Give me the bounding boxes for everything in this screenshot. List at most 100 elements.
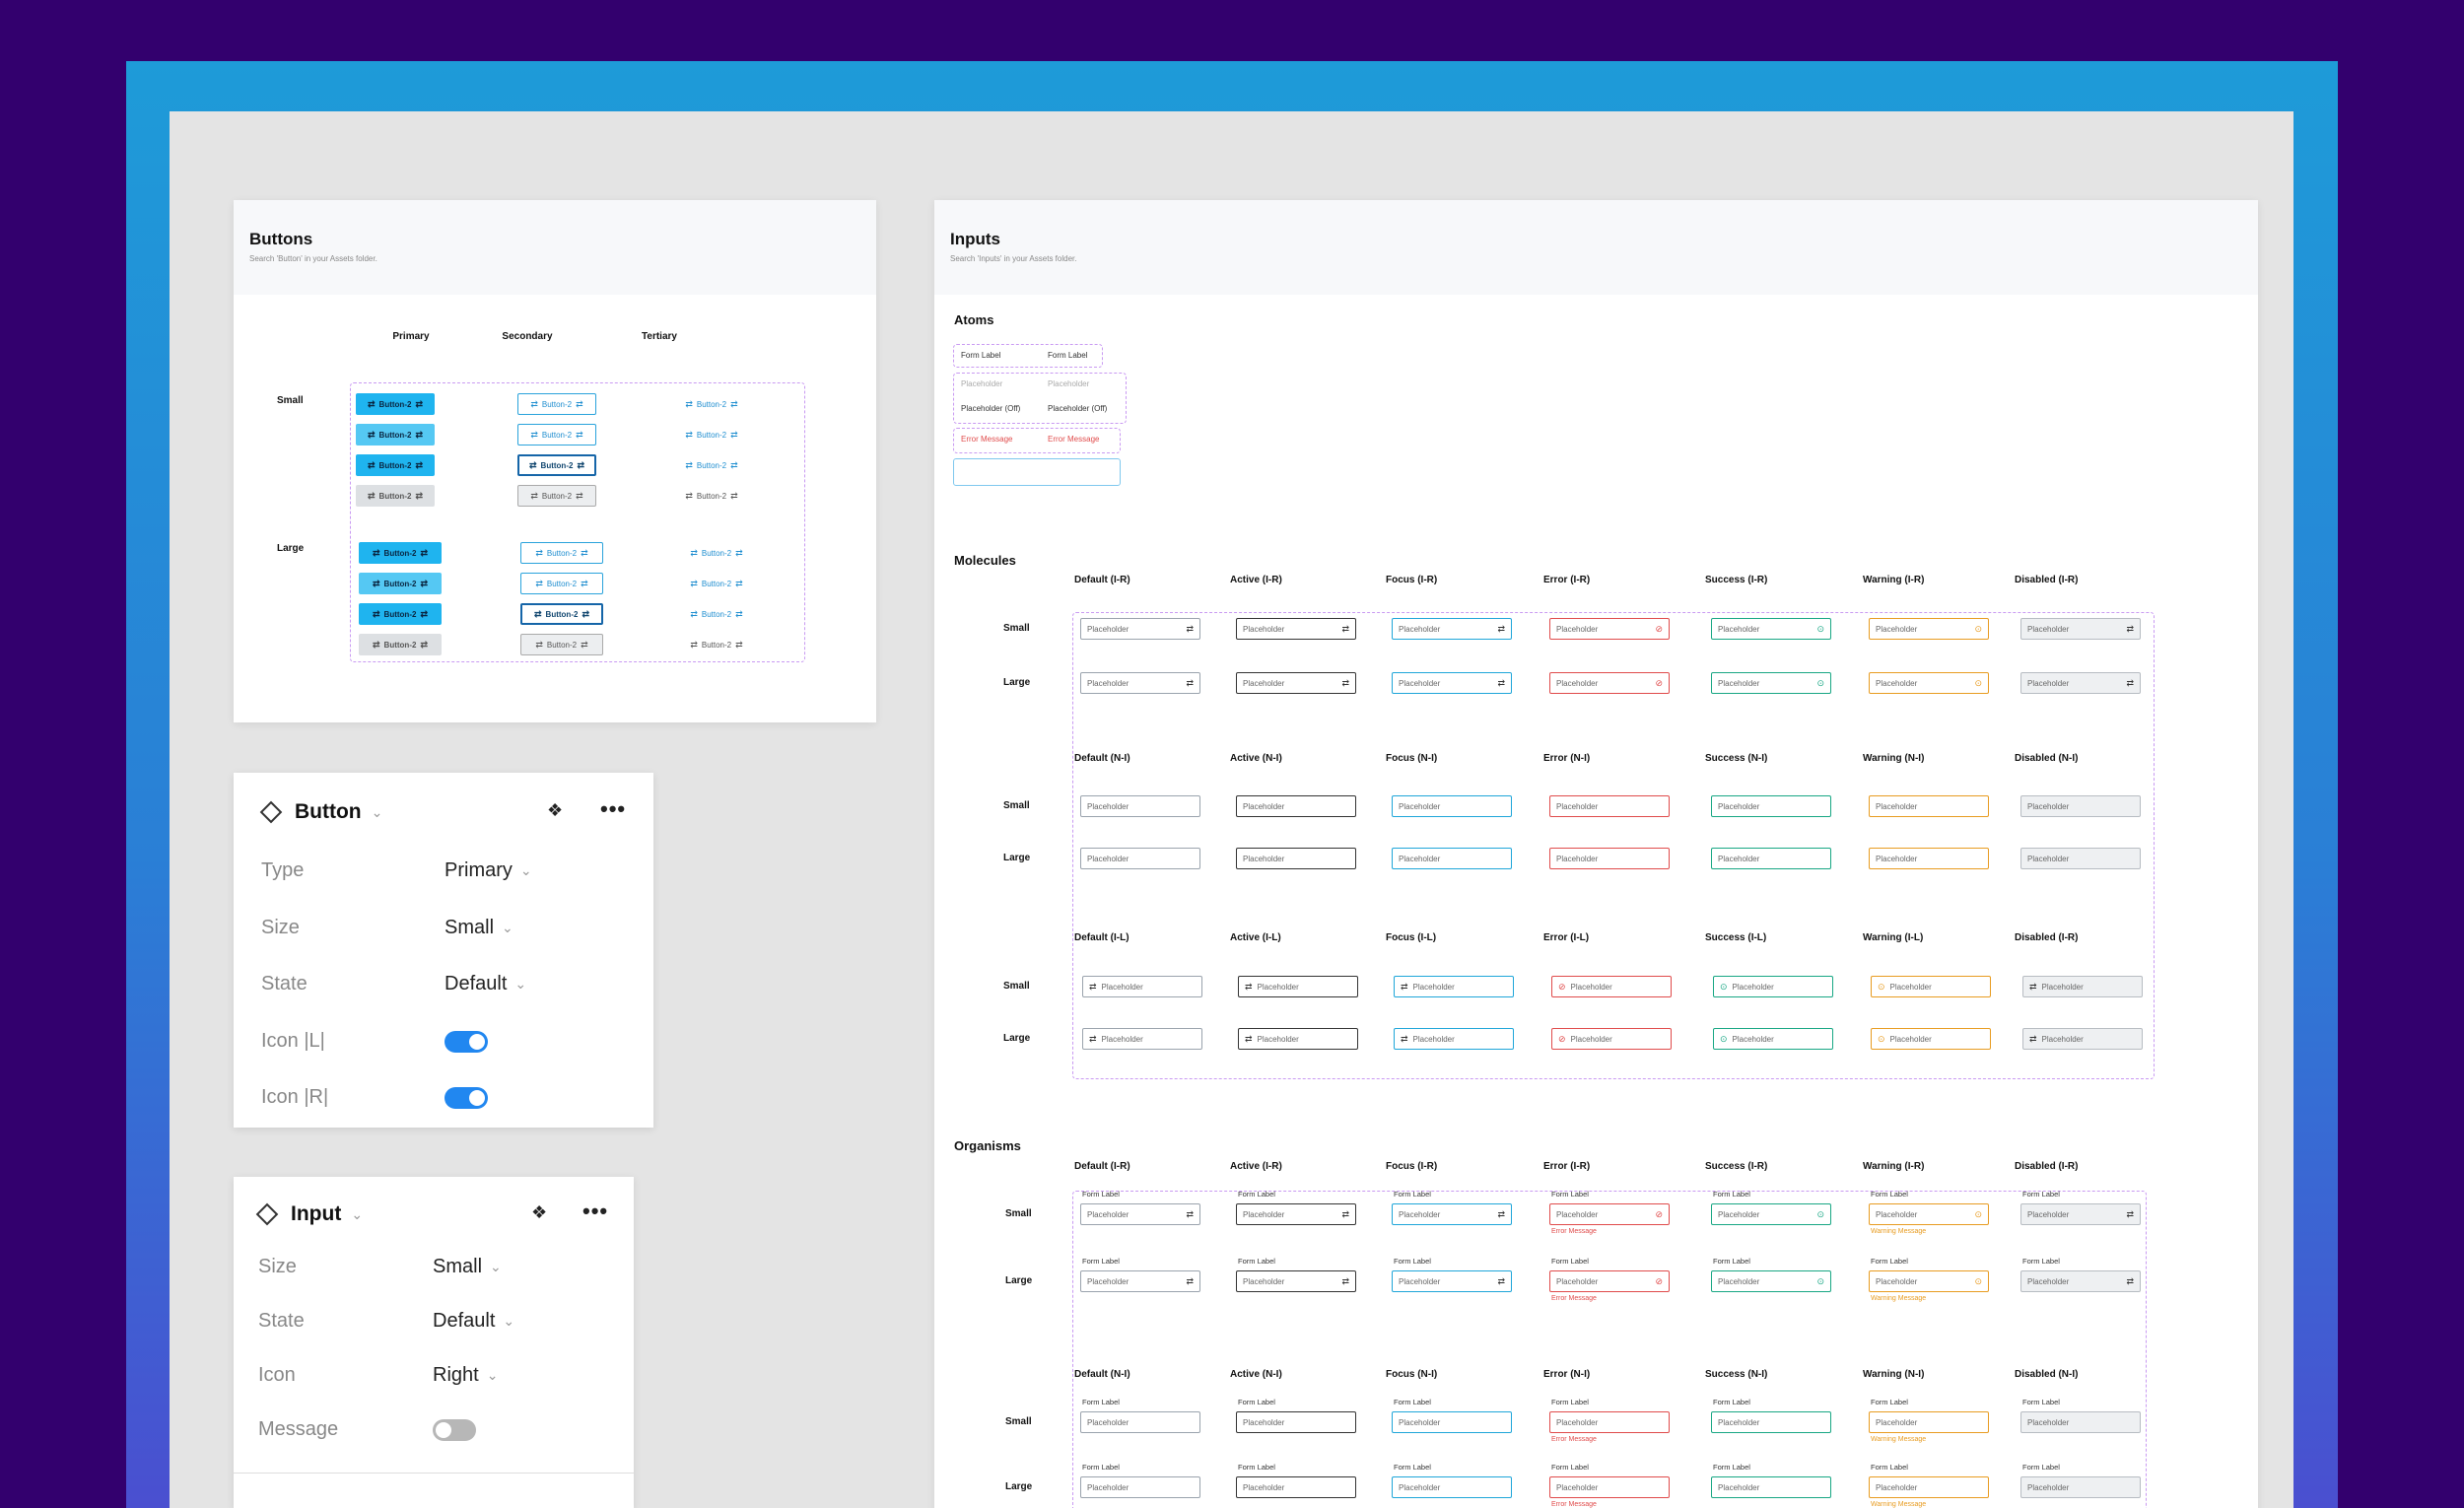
input-disabled[interactable]: ⇄ Placeholder [2022,976,2143,997]
prop-value-dropdown[interactable]: Primary ⌄ [445,859,532,882]
form-input-warning[interactable]: Placeholder ⊙ [1869,1203,1989,1225]
button-tertiary-large-3[interactable]: ⇄ Button-2 ⇄ [680,603,753,625]
button-tertiary-small-2[interactable]: ⇄ Button-2 ⇄ [677,424,746,446]
input-warning[interactable]: Placeholder [1869,848,1989,869]
form-input-success[interactable]: Placeholder ⊙ [1711,1203,1831,1225]
input-focus[interactable]: Placeholder [1392,795,1512,817]
input-default[interactable]: Placeholder ⇄ [1080,672,1200,694]
input-focus[interactable]: Placeholder ⇄ [1392,672,1512,694]
button-tertiary-small-3[interactable]: ⇄ Button-2 ⇄ [677,454,746,476]
button-primary-small-2[interactable]: ⇄ Button-2 ⇄ [356,424,435,446]
button-tertiary-large-4[interactable]: ⇄ Button-2 ⇄ [680,634,753,655]
prop-value-dropdown[interactable]: Small ⌄ [433,1256,502,1278]
prop-value-dropdown[interactable]: Default ⌄ [433,1310,514,1333]
form-input-error[interactable]: Placeholder [1549,1411,1670,1433]
input-focus[interactable]: Placeholder [1392,848,1512,869]
button-secondary-large-3[interactable]: ⇄ Button-2 ⇄ [520,603,603,625]
button-panel-header[interactable]: Button ⌄ [259,800,382,824]
prop-value-dropdown[interactable]: Right ⌄ [433,1364,498,1387]
form-input-default[interactable]: Placeholder ⇄ [1080,1203,1200,1225]
input-default[interactable]: Placeholder [1080,848,1200,869]
form-input-active[interactable]: Placeholder [1236,1411,1356,1433]
component-set-icon[interactable]: ❖ [547,800,564,820]
form-input-default[interactable]: Placeholder ⇄ [1080,1270,1200,1292]
more-options-icon[interactable]: ••• [600,796,627,821]
input-focus[interactable]: Placeholder ⇄ [1392,618,1512,640]
button-primary-small-3[interactable]: ⇄ Button-2 ⇄ [356,454,435,476]
button-secondary-small-1[interactable]: ⇄ Button-2 ⇄ [517,393,596,415]
input-active[interactable]: ⇄ Placeholder [1238,1028,1358,1050]
button-tertiary-small-1[interactable]: ⇄ Button-2 ⇄ [677,393,746,415]
input-active[interactable]: Placeholder [1236,795,1356,817]
form-input-error[interactable]: Placeholder [1549,1476,1670,1498]
form-input-active[interactable]: Placeholder ⇄ [1236,1270,1356,1292]
form-input-active[interactable]: Placeholder ⇄ [1236,1203,1356,1225]
form-input-focus[interactable]: Placeholder [1392,1411,1512,1433]
toggle-switch[interactable] [445,1087,488,1109]
button-tertiary-small-4[interactable]: ⇄ Button-2 ⇄ [677,485,746,507]
button-secondary-small-3[interactable]: ⇄ Button-2 ⇄ [517,454,596,476]
input-panel-header[interactable]: Input ⌄ [255,1202,363,1226]
button-primary-small-4[interactable]: ⇄ Button-2 ⇄ [356,485,435,507]
toggle-switch[interactable] [445,1030,488,1053]
form-input-error[interactable]: Placeholder ⊘ [1549,1203,1670,1225]
input-focus[interactable]: ⇄ Placeholder [1394,1028,1514,1050]
input-warning[interactable]: ⊙ Placeholder [1871,1028,1991,1050]
form-input-disabled[interactable]: Placeholder ⇄ [2020,1203,2141,1225]
form-input-focus[interactable]: Placeholder [1392,1476,1512,1498]
form-input-disabled[interactable]: Placeholder [2020,1476,2141,1498]
input-warning[interactable]: ⊙ Placeholder [1871,976,1991,997]
prop-value-dropdown[interactable]: Default ⌄ [445,973,526,995]
form-input-default[interactable]: Placeholder [1080,1476,1200,1498]
input-error[interactable]: Placeholder ⊘ [1549,672,1670,694]
input-error[interactable]: Placeholder ⊘ [1549,618,1670,640]
input-active[interactable]: Placeholder ⇄ [1236,672,1356,694]
form-input-active[interactable]: Placeholder [1236,1476,1356,1498]
input-warning[interactable]: Placeholder [1869,795,1989,817]
input-focus[interactable]: ⇄ Placeholder [1394,976,1514,997]
button-secondary-small-4[interactable]: ⇄ Button-2 ⇄ [517,485,596,507]
atom-input-box[interactable] [953,458,1121,486]
input-warning[interactable]: Placeholder ⊙ [1869,618,1989,640]
button-tertiary-large-2[interactable]: ⇄ Button-2 ⇄ [680,573,753,594]
form-input-default[interactable]: Placeholder [1080,1411,1200,1433]
component-set-icon[interactable]: ❖ [531,1202,548,1222]
form-input-success[interactable]: Placeholder [1711,1476,1831,1498]
form-input-warning[interactable]: Placeholder ⊙ [1869,1270,1989,1292]
button-primary-large-2[interactable]: ⇄ Button-2 ⇄ [359,573,442,594]
input-disabled[interactable]: Placeholder ⇄ [2020,618,2141,640]
more-options-icon[interactable]: ••• [582,1199,609,1223]
button-primary-small-1[interactable]: ⇄ Button-2 ⇄ [356,393,435,415]
input-disabled[interactable]: Placeholder [2020,848,2141,869]
input-default[interactable]: ⇄ Placeholder [1082,976,1202,997]
input-success[interactable]: Placeholder [1711,795,1831,817]
button-tertiary-large-1[interactable]: ⇄ Button-2 ⇄ [680,542,753,564]
button-secondary-large-2[interactable]: ⇄ Button-2 ⇄ [520,573,603,594]
form-input-disabled[interactable]: Placeholder ⇄ [2020,1270,2141,1292]
input-disabled[interactable]: ⇄ Placeholder [2022,1028,2143,1050]
form-input-success[interactable]: Placeholder ⊙ [1711,1270,1831,1292]
form-input-disabled[interactable]: Placeholder [2020,1411,2141,1433]
input-active[interactable]: ⇄ Placeholder [1238,976,1358,997]
form-input-success[interactable]: Placeholder [1711,1411,1831,1433]
input-success[interactable]: Placeholder ⊙ [1711,618,1831,640]
input-default[interactable]: ⇄ Placeholder [1082,1028,1202,1050]
button-secondary-large-4[interactable]: ⇄ Button-2 ⇄ [520,634,603,655]
input-error[interactable]: ⊘ Placeholder [1551,1028,1672,1050]
input-success[interactable]: Placeholder ⊙ [1711,672,1831,694]
form-input-focus[interactable]: Placeholder ⇄ [1392,1270,1512,1292]
button-primary-large-1[interactable]: ⇄ Button-2 ⇄ [359,542,442,564]
input-error[interactable]: ⊘ Placeholder [1551,976,1672,997]
form-input-warning[interactable]: Placeholder [1869,1411,1989,1433]
input-success[interactable]: ⊙ Placeholder [1713,1028,1833,1050]
button-primary-large-4[interactable]: ⇄ Button-2 ⇄ [359,634,442,655]
form-input-focus[interactable]: Placeholder ⇄ [1392,1203,1512,1225]
prop-value-dropdown[interactable]: Small ⌄ [445,917,513,939]
input-default[interactable]: Placeholder ⇄ [1080,618,1200,640]
toggle-switch[interactable] [433,1419,476,1441]
form-input-warning[interactable]: Placeholder [1869,1476,1989,1498]
form-input-error[interactable]: Placeholder ⊘ [1549,1270,1670,1292]
input-active[interactable]: Placeholder [1236,848,1356,869]
button-secondary-small-2[interactable]: ⇄ Button-2 ⇄ [517,424,596,446]
input-default[interactable]: Placeholder [1080,795,1200,817]
